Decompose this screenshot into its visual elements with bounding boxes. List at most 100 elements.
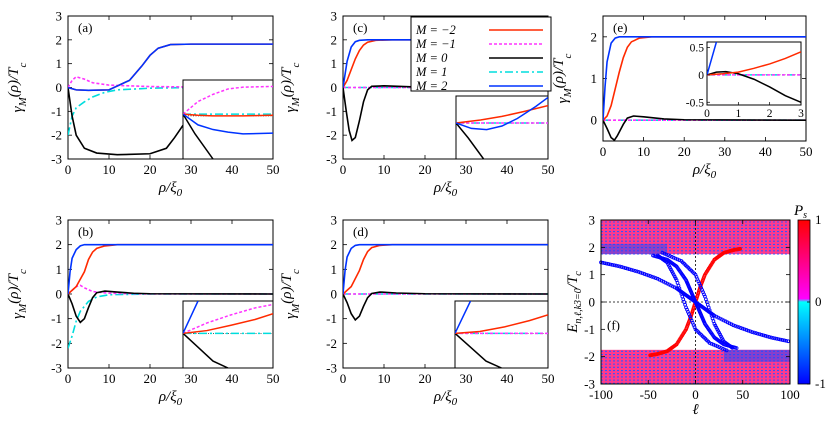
y-tick-label: 2 — [331, 32, 338, 47]
inset-series — [456, 96, 548, 159]
y-tick-label: -2 — [51, 128, 62, 143]
data-point — [722, 347, 727, 352]
branch-chiral-red — [648, 246, 742, 358]
series-line-m2 — [68, 243, 273, 295]
data-point — [670, 255, 674, 259]
data-point — [746, 328, 751, 333]
data-point — [621, 265, 626, 270]
series-line-m0 — [603, 115, 806, 141]
band-shade — [601, 243, 668, 255]
data-point — [602, 261, 607, 266]
x-axis-label: ρ/ξ0 — [433, 389, 458, 408]
legend: M = −2M = −1M = 0M = 1M = 2 — [410, 16, 552, 93]
y-tick-label: -3 — [51, 152, 62, 167]
inset-x-tick-label: 3 — [798, 108, 804, 120]
y-tick-label: 2 — [589, 240, 596, 255]
data-point — [673, 256, 678, 261]
colorbar-tick-label: -1 — [815, 376, 826, 391]
data-point — [778, 337, 783, 342]
inset-line-m2 — [183, 113, 273, 117]
series-line-m0 — [68, 290, 273, 324]
series-line-m1 — [68, 75, 273, 89]
data-point — [774, 336, 779, 341]
panel-a: 0 10 20 30 40 50 -3 -2 -1 0 1 2 3 (a) ρ/ξ0 γM(ρ)/Tc — [6, 9, 280, 200]
y-tick-label: 1 — [56, 56, 63, 71]
y-axis-label: γM(ρ)/Tc — [6, 63, 29, 113]
data-point — [652, 275, 656, 280]
lower-band — [601, 349, 790, 384]
inset-series — [183, 301, 273, 368]
y-tick-label: 0 — [331, 287, 338, 302]
x-tick-label: -50 — [640, 387, 657, 402]
data-point — [713, 343, 718, 348]
y-tick-label: 1 — [331, 56, 338, 71]
x-tick-label: 30 — [460, 371, 473, 386]
data-point — [604, 261, 609, 266]
inset — [455, 95, 549, 160]
y-tick-label: -3 — [51, 361, 62, 376]
data-point — [730, 345, 735, 350]
y-tick-label: 2 — [56, 32, 63, 47]
inset-line-m2 — [183, 301, 199, 334]
data-point — [612, 263, 617, 268]
inset-line-m2 — [455, 301, 472, 334]
x-tick-label: 30 — [185, 162, 198, 177]
inset-x-tick-label: 2 — [767, 108, 773, 120]
inset-line-m2 — [183, 113, 273, 135]
branch-blue-3 — [660, 250, 735, 350]
data-point — [633, 268, 637, 273]
x-tick-label: 40 — [759, 144, 772, 159]
inset — [182, 79, 274, 160]
data-point — [608, 262, 613, 267]
inset-line-m0 — [707, 70, 801, 103]
data-point — [744, 328, 749, 332]
y-tick-label: -3 — [326, 361, 337, 376]
colorbar: 1 0 -1 Ps — [793, 203, 826, 391]
data-point — [619, 265, 624, 269]
inset-x-tick-label: 1 — [735, 108, 741, 120]
data-point — [724, 348, 729, 353]
data-point — [642, 272, 647, 276]
band-shade — [723, 349, 790, 362]
x-tick-label: 40 — [226, 371, 239, 386]
y-tick-label: 3 — [589, 213, 596, 228]
y-tick-label: 1 — [331, 262, 338, 277]
data-point — [677, 258, 682, 263]
series-line-m2 — [343, 39, 548, 88]
panel-f: 1 0 -1 Ps -100 -50 0 50 100 -3 -2 -1 0 1 2 3 (f) ℓ En,ℓ,k3… — [565, 203, 826, 418]
data-point — [638, 270, 643, 275]
inset-line-m0 — [455, 332, 502, 368]
inset-line-m1 — [183, 85, 273, 115]
y-tick-label: -3 — [584, 377, 595, 392]
data-point — [769, 335, 773, 340]
data-point — [717, 345, 721, 349]
data-point — [662, 251, 667, 256]
legend-label: M = −2 — [415, 23, 456, 37]
inset-frame — [182, 300, 274, 369]
inset-line-m2 — [707, 51, 801, 76]
y-axis-label: γM(ρ)/Tc — [279, 269, 302, 319]
data-point — [616, 264, 620, 268]
series-line-m2 — [68, 43, 273, 92]
x-tick-label: 30 — [185, 371, 198, 386]
x-tick-label: 50 — [736, 387, 749, 402]
x-axis-label: ρ/ξ0 — [433, 180, 458, 199]
inset-line-m0 — [456, 122, 485, 159]
x-tick-label: 10 — [103, 371, 116, 386]
x-tick-label: 10 — [378, 162, 391, 177]
y-tick-label: 3 — [331, 9, 338, 24]
y-axis-label: γM(ρ)/Tc — [6, 269, 29, 319]
inset — [454, 300, 549, 369]
x-tick-label: 0 — [65, 162, 72, 177]
series-line-m2 — [603, 36, 806, 121]
x-tick-label: 10 — [378, 371, 391, 386]
data-point — [625, 266, 630, 271]
x-tick-label: 40 — [501, 162, 514, 177]
data-point — [754, 331, 758, 336]
y-tick-label: 0 — [591, 113, 598, 128]
data-point — [733, 324, 738, 328]
data-point — [618, 264, 622, 269]
y-tick-label: 3 — [331, 213, 338, 228]
data-point — [666, 253, 670, 258]
